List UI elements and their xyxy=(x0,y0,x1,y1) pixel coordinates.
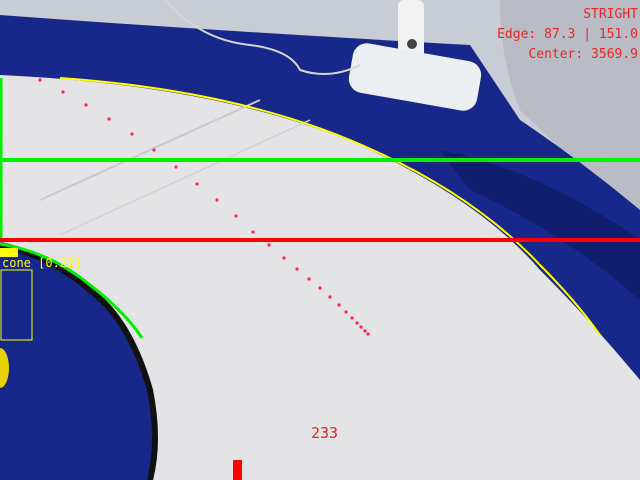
track-seam xyxy=(39,99,261,201)
cone-object xyxy=(0,348,9,388)
detection-label: cone [0.22] xyxy=(2,256,82,270)
edge-readout: Edge: 87.3 | 151.0 xyxy=(497,27,638,42)
steering-marker xyxy=(233,460,242,480)
detection-label-bg xyxy=(0,248,18,257)
detection-box xyxy=(0,269,33,341)
vacuum-appliance xyxy=(164,0,482,111)
steering-value: 233 xyxy=(311,424,339,442)
edge-contour-green xyxy=(0,242,144,339)
track-surface xyxy=(0,75,640,480)
center-readout: Center: 3569.9 xyxy=(528,47,638,62)
track-inner-border xyxy=(0,242,158,480)
mode-status: STRIGHT xyxy=(583,7,638,22)
track-seam xyxy=(59,119,311,236)
edge-contour-yellow xyxy=(59,77,601,336)
curtain xyxy=(500,0,640,210)
path-dots xyxy=(38,78,370,336)
mat-shadow xyxy=(440,150,640,300)
